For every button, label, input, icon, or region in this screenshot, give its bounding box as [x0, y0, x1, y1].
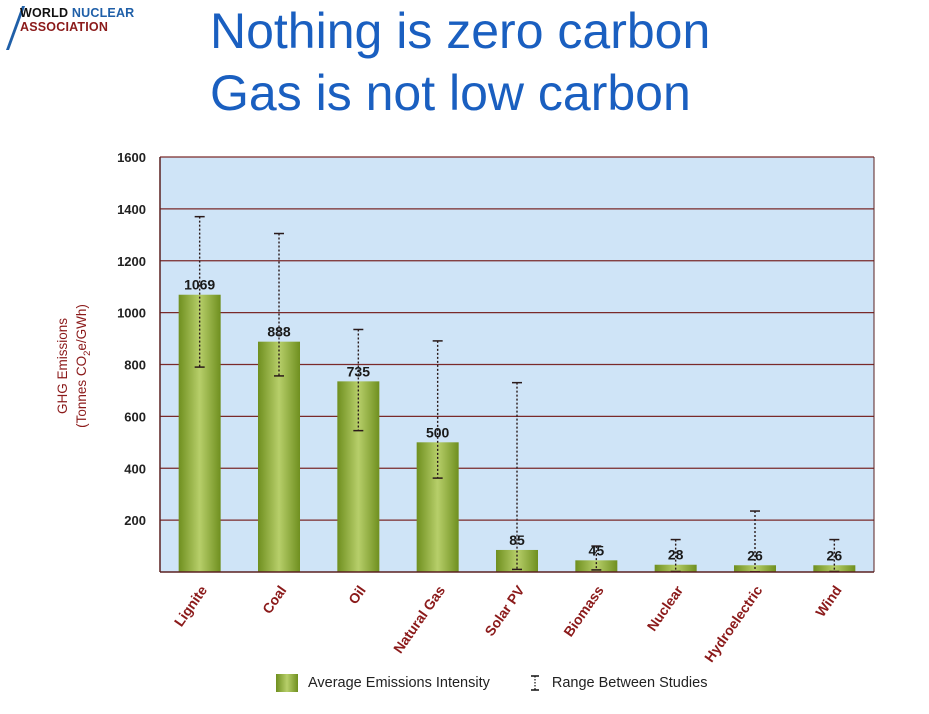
x-tick-label: Hydroelectric — [701, 582, 766, 665]
x-tick-label: Nuclear — [644, 582, 687, 634]
x-tick-label: Lignite — [171, 582, 211, 629]
legend-item-range: Range Between Studies — [528, 674, 708, 692]
bar — [178, 294, 221, 572]
x-tick-label: Natural Gas — [390, 582, 448, 656]
x-tick-label: Biomass — [560, 582, 607, 639]
data-label: 45 — [589, 542, 605, 558]
data-label: 26 — [747, 547, 763, 563]
y-tick-label: 800 — [124, 358, 146, 373]
y-tick-label: 1000 — [117, 306, 146, 321]
data-label: 1069 — [184, 277, 215, 293]
legend-label-range: Range Between Studies — [551, 675, 708, 691]
bar — [337, 381, 380, 572]
y-tick-label: 1400 — [117, 202, 146, 217]
bar — [416, 442, 459, 572]
logo-word-world: WORLD — [20, 6, 72, 20]
logo-line-2: ASSOCIATION — [20, 20, 109, 34]
data-label: 85 — [509, 532, 525, 548]
data-label: 500 — [426, 424, 450, 440]
x-tick-label: Coal — [259, 583, 290, 617]
data-label: 735 — [347, 363, 371, 379]
legend-label-average: Average Emissions Intensity — [308, 675, 490, 691]
logo-line-1: WORLD NUCLEAR — [20, 6, 134, 20]
y-tick-label: 200 — [124, 513, 146, 528]
x-tick-label: Oil — [345, 583, 369, 607]
wna-logo: WORLD NUCLEAR ASSOCIATION — [4, 4, 174, 52]
y-tick-label: 400 — [124, 461, 146, 476]
y-axis-label-line-2: (Tonnes CO2e/GWh) — [74, 304, 93, 428]
y-tick-label: 1600 — [117, 150, 146, 165]
bar — [496, 549, 538, 572]
data-labels: 1069 888 735 500 85 45 28 26 26 — [184, 277, 842, 564]
x-tick-label: Solar PV — [481, 582, 528, 639]
range-whisker-icon — [530, 675, 539, 691]
legend: Average Emissions Intensity Range Betwee… — [276, 674, 745, 692]
legend-bar-swatch — [276, 674, 298, 692]
data-label: 26 — [827, 547, 843, 563]
title-line-2: Gas is not low carbon — [210, 65, 691, 121]
y-axis-label-line-1: GHG Emissions — [55, 318, 70, 414]
bar — [258, 341, 300, 572]
data-label: 28 — [668, 547, 684, 563]
legend-item-average: Average Emissions Intensity — [276, 674, 490, 692]
title-line-1: Nothing is zero carbon — [210, 3, 711, 59]
range-whiskers — [194, 215, 840, 573]
x-tick-label: Wind — [812, 583, 845, 620]
logo-word-nuclear: NUCLEAR — [71, 6, 135, 20]
data-label: 888 — [267, 324, 291, 340]
y-tick-label: 600 — [124, 409, 146, 424]
slide-title: Nothing is zero carbon Gas is not low ca… — [210, 0, 710, 124]
y-tick-label: 1200 — [117, 254, 146, 269]
